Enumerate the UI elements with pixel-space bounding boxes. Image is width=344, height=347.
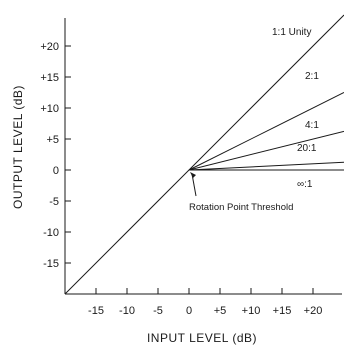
series-line-3 bbox=[188, 161, 344, 171]
x-tick-label: 0 bbox=[186, 305, 192, 317]
series-line-0 bbox=[64, 14, 344, 295]
series-line-2 bbox=[188, 130, 344, 171]
y-tick-label: +20 bbox=[40, 41, 59, 53]
chart-series-lines bbox=[64, 14, 344, 295]
annotation-arrow-line bbox=[191, 173, 197, 197]
annotation-arrowhead bbox=[190, 172, 196, 178]
chart-series-labels: 1:1 Unity 2:1 4:1 20:1 ∞:1 bbox=[272, 27, 319, 190]
x-tick-label: +15 bbox=[273, 305, 292, 317]
x-tick-label: +10 bbox=[242, 305, 261, 317]
series-label-3: 20:1 bbox=[297, 143, 317, 154]
series-label-1: 2:1 bbox=[305, 71, 319, 82]
y-tick-label: -5 bbox=[49, 196, 59, 208]
chart-ticks: -15 -10 -5 0 +5 +10 +15 +20 -15 -10 -5 0 +5 +10 +15 +20 bbox=[40, 41, 322, 317]
x-tick-label: -15 bbox=[88, 305, 104, 317]
y-tick-label: +10 bbox=[40, 103, 59, 115]
series-label-4: ∞:1 bbox=[297, 179, 313, 190]
x-tick-label: +5 bbox=[214, 305, 227, 317]
x-tick-label: +20 bbox=[304, 305, 323, 317]
x-axis-title: INPUT LEVEL (dB) bbox=[147, 331, 257, 345]
y-tick-label: -10 bbox=[43, 227, 59, 239]
y-tick-label: -15 bbox=[43, 258, 59, 270]
x-tick-label: -10 bbox=[119, 305, 135, 317]
annotation-label: Rotation Point Threshold bbox=[189, 202, 293, 213]
series-label-0: 1:1 Unity bbox=[272, 27, 311, 38]
y-axis-title: OUTPUT LEVEL (dB) bbox=[11, 85, 25, 209]
y-tick-label: +15 bbox=[40, 72, 59, 84]
y-tick-label: +5 bbox=[46, 134, 59, 146]
series-label-2: 4:1 bbox=[305, 120, 319, 131]
chart-axes bbox=[64, 18, 342, 295]
y-tick-label: 0 bbox=[53, 165, 59, 177]
series-line-1 bbox=[188, 92, 344, 171]
x-tick-label: -5 bbox=[153, 305, 163, 317]
chart-annotations: Rotation Point Threshold bbox=[189, 172, 293, 213]
